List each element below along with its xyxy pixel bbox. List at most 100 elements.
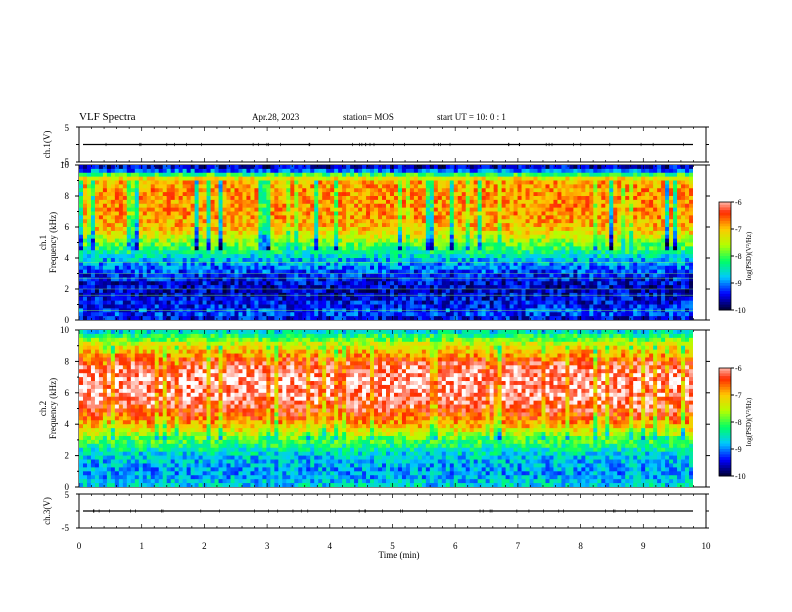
spectrogram-cell: [553, 238, 559, 244]
spectrogram-cell: [505, 180, 511, 185]
spectrogram-cell: [417, 168, 423, 174]
spectrogram-cell: [549, 192, 555, 197]
spectrogram-cell: [166, 289, 172, 294]
spectrogram-cell: [82, 207, 88, 213]
spectrogram-cell: [457, 176, 463, 182]
spectrogram-cell: [565, 261, 571, 267]
spectrogram-cell: [82, 196, 88, 201]
spectrogram-cell: [114, 211, 120, 216]
spectrogram-cell: [533, 254, 539, 259]
spectrogram-cell: [525, 258, 531, 263]
spectrogram-cell: [537, 289, 543, 294]
spectrogram-cell: [509, 207, 515, 213]
spectrogram-cell: [525, 172, 531, 178]
spectrogram-cell: [545, 219, 551, 224]
spectrogram-cell: [178, 273, 184, 278]
spectrogram-cell: [290, 230, 295, 236]
spectrogram-cell: [549, 242, 555, 247]
spectrogram-cell: [150, 223, 156, 228]
spectrogram-cell: [194, 265, 200, 271]
spectrogram-cell: [190, 316, 196, 320]
spectrogram-cell: [286, 246, 291, 251]
spectrogram-cell: [206, 184, 212, 189]
spectrogram-cell: [182, 180, 188, 185]
spectrogram-cell: [282, 165, 287, 170]
spectrogram-cell: [501, 184, 507, 189]
spectrogram-cell: [545, 289, 551, 294]
spectrogram-cell: [405, 238, 411, 244]
spectrogram-cell: [150, 219, 156, 224]
spectrogram-cell: [258, 273, 264, 278]
spectrogram-cell: [465, 242, 471, 247]
spectrogram-cell: [282, 196, 287, 201]
spectrogram-cell: [98, 296, 104, 302]
spectrogram-cell: [206, 207, 212, 213]
spectrogram-cell: [346, 242, 351, 247]
spectrogram-cell: [322, 289, 327, 294]
spectrogram-cell: [174, 219, 180, 224]
spectrogram-cell: [322, 165, 327, 170]
spectrogram-cell: [298, 281, 303, 286]
spectrogram-cell: [386, 289, 391, 294]
spectrogram-cell: [314, 230, 319, 236]
spectrogram-cell: [142, 176, 148, 182]
spectrogram-cell: [182, 223, 188, 228]
spectrogram-cell: [162, 265, 168, 271]
spectrogram-cell: [166, 219, 172, 224]
spectrogram-cell: [158, 234, 164, 240]
spectrogram-cell: [302, 207, 307, 213]
spectrogram-cell: [521, 258, 527, 263]
spectrogram-cell: [545, 188, 551, 193]
spectrogram-cell: [401, 219, 407, 224]
spectrogram-cell: [561, 296, 567, 302]
spectrogram-cell: [389, 312, 395, 317]
spectrogram-cell: [421, 199, 427, 205]
spectrogram-cell: [382, 254, 387, 259]
spectrogram-cell: [397, 312, 403, 317]
spectrogram-cell: [110, 223, 116, 228]
spectrogram-cell: [501, 196, 507, 201]
spectrogram-cell: [174, 196, 180, 201]
spectrogram-cell: [274, 285, 279, 290]
spectrogram-cell: [306, 215, 311, 220]
spectrogram-cell: [382, 188, 387, 193]
spectrogram-cell: [529, 215, 535, 220]
spectrogram-cell: [565, 215, 571, 220]
spectrogram-cell: [489, 184, 495, 189]
spectrogram-cell: [154, 281, 160, 286]
spectrogram-cell: [234, 230, 240, 236]
spectrogram-cell: [457, 219, 463, 224]
spectrogram-cell: [126, 250, 132, 255]
spectrogram-cell: [366, 227, 371, 232]
spectrogram-cell: [194, 172, 200, 178]
spectrogram-cell: [154, 296, 160, 302]
spectrogram-cell: [106, 273, 112, 278]
spectrogram-cell: [262, 211, 267, 216]
spectrogram-cell: [441, 273, 447, 278]
spectrogram-cell: [557, 273, 563, 278]
spectrogram-cell: [86, 300, 92, 306]
spectrogram-cell: [130, 180, 136, 185]
spectrogram-cell: [250, 258, 256, 263]
spectrogram-cell: [94, 300, 100, 306]
spectrogram-cell: [358, 258, 363, 263]
spectrogram-cell: [154, 242, 160, 247]
spectrogram-cell: [242, 176, 248, 182]
spectrogram-cell: [90, 258, 96, 263]
spectrogram-cell: [102, 184, 108, 189]
spectrogram-cell: [425, 281, 431, 286]
spectrogram-cell: [234, 316, 240, 320]
spectrogram-cell: [122, 223, 128, 228]
spectrogram-cell: [218, 238, 224, 244]
spectrogram-cell: [294, 238, 299, 244]
spectrogram-cell: [134, 207, 140, 213]
spectrogram-cell: [569, 246, 574, 251]
spectrogram-cell: [86, 199, 92, 205]
spectrogram-cell: [366, 277, 371, 282]
spectrogram-cell: [146, 207, 152, 213]
spectrogram-cell: [509, 246, 515, 251]
spectrogram-cell: [270, 203, 275, 209]
spectrogram-cell: [370, 188, 375, 193]
spectrogram-cell: [110, 180, 116, 185]
spectrogram-cell: [162, 188, 168, 193]
